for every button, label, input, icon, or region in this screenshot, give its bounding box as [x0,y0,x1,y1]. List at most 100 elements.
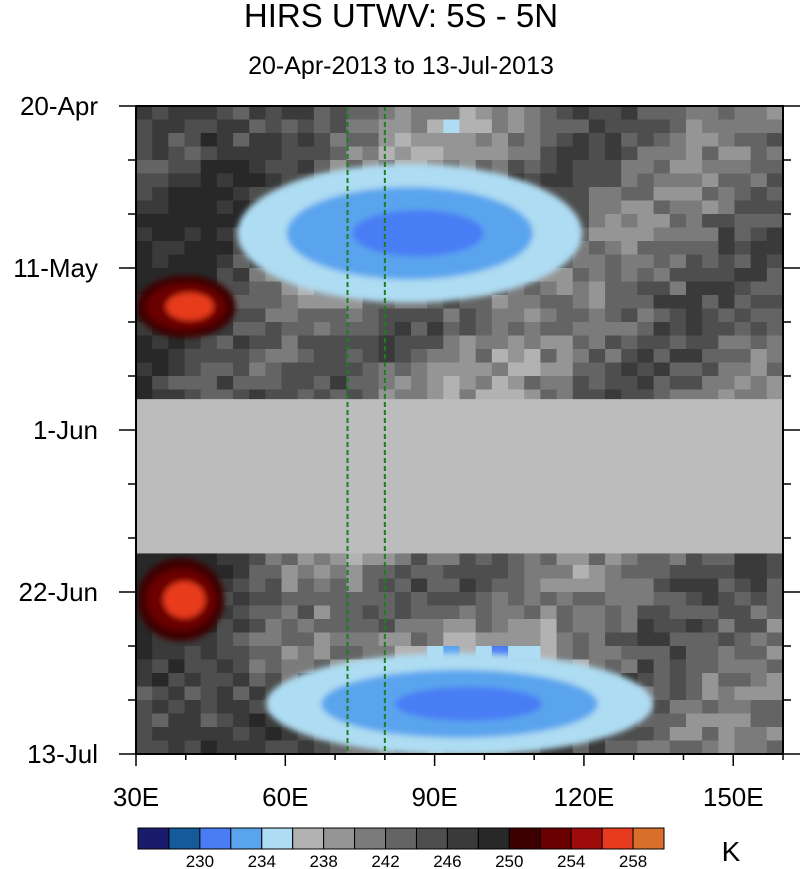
field-cell [621,106,639,121]
field-cell [621,659,639,674]
field-cell [346,349,364,364]
field-cell [556,362,574,377]
field-cell [702,727,719,742]
field-cell [249,578,267,593]
field-cell [281,281,299,296]
field-cell [184,133,202,148]
field-cell [572,268,590,283]
field-cell [718,349,736,364]
field-cell [669,281,687,296]
field-cell [637,241,655,256]
field-cell [475,619,493,634]
field-cell [621,727,639,742]
field-cell [378,133,396,148]
field-cell [621,322,639,337]
field-cell [669,200,687,215]
field-cell [718,308,736,323]
field-cell [540,349,558,364]
colorbar-unit: K [722,836,741,867]
field-cell [750,632,768,647]
field-cell [766,241,783,256]
field-cell [621,308,639,323]
field-cell [362,632,380,647]
field-cell [540,551,558,566]
field-cell [766,308,783,323]
y-tick-label: 20-Apr [20,91,98,121]
field-cell [475,551,493,566]
field-cell [394,376,412,391]
field-cell [346,551,364,566]
field-cell [346,119,364,134]
field-cell [669,605,687,620]
field-cell [249,659,267,674]
field-cell [637,322,655,337]
field-cell [588,376,606,391]
field-cell [313,376,331,391]
field-cell [702,119,719,134]
field-cell [750,146,768,161]
field-cell [637,227,655,242]
colorbar-swatch [261,827,294,850]
field-cell [766,214,783,229]
field-cell [200,241,218,256]
field-cell [443,335,461,350]
field-cell [491,146,509,161]
field-cell [572,173,590,188]
field-cell [621,173,639,188]
field-cell [152,254,169,269]
field-cell [265,551,283,566]
field-cell [475,349,493,364]
field-cell [200,200,218,215]
field-cell [718,133,736,148]
field-cell [669,362,687,377]
field-cell [621,281,639,296]
field-cell [313,632,331,647]
field-cell [718,241,736,256]
field-cell [410,119,428,134]
field-cell [766,565,783,580]
field-cell [653,187,671,202]
y-tick-label: 11-May [13,253,98,283]
field-cell [184,200,202,215]
field-cell [313,295,331,310]
field-cell [685,551,703,566]
field-cell [669,578,687,593]
field-cell [249,173,267,188]
field-cell [216,349,234,364]
field-cell [588,200,606,215]
field-cell [685,646,703,661]
field-cell [653,308,671,323]
field-cell [766,740,783,754]
field-cell [750,119,768,134]
field-cell [734,308,752,323]
field-cell [152,173,169,188]
field-cell [443,376,461,391]
field-cell [378,565,396,580]
field-cell [346,308,364,323]
field-cell [136,632,153,647]
field-cell [200,106,218,121]
field-cell [556,619,574,634]
field-cell [313,646,331,661]
field-cell [734,295,752,310]
field-cell [394,592,412,607]
field-cell [249,632,267,647]
field-cell [265,173,283,188]
field-cell [572,146,590,161]
field-cell [427,592,444,607]
field-cell [459,322,477,337]
field-cell [588,146,606,161]
field-cell [653,214,671,229]
field-cell [249,362,267,377]
field-cell [394,335,412,350]
field-cell [605,187,622,202]
colorbar-label: 242 [371,852,399,869]
field-cell [572,646,590,661]
field-cell [685,686,703,701]
field-cell [362,578,380,593]
y-tick-label: 13-Jul [27,739,98,769]
field-cell [556,322,574,337]
field-cell [605,740,622,754]
field-cell [734,362,752,377]
field-cell [443,146,461,161]
